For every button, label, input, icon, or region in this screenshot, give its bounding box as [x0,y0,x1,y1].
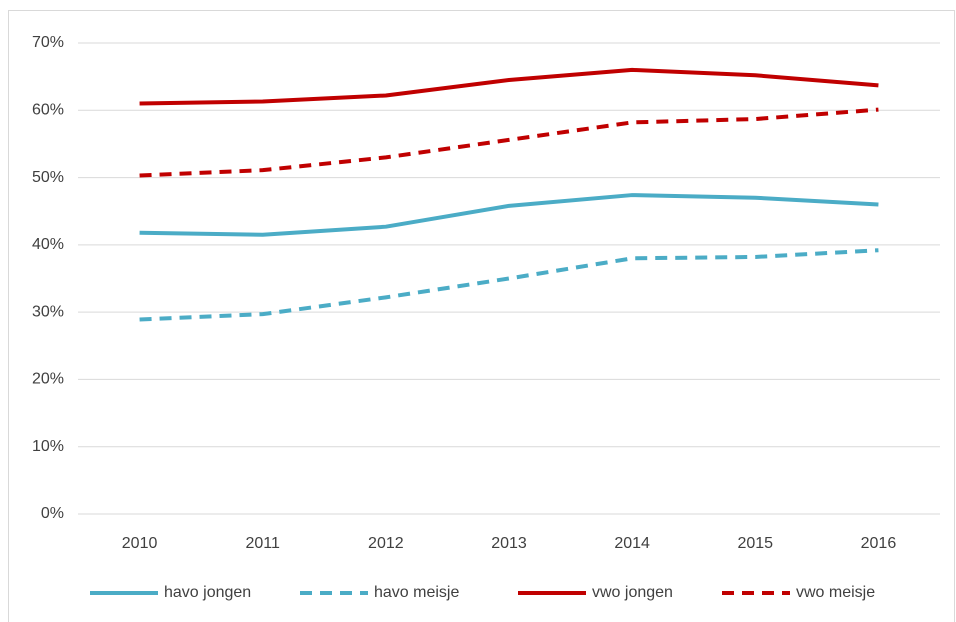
series-line [139,107,879,178]
x-tick-label: 2010 [122,535,158,552]
legend-label: vwo meisje [796,584,875,601]
legend-label: havo meisje [374,584,459,601]
series-line [139,193,879,237]
x-tick-label: 2016 [861,535,897,552]
series-line [139,248,879,322]
x-tick-label: 2015 [737,535,773,552]
y-tick-label: 40% [32,236,64,253]
y-tick-label: 60% [32,102,64,119]
x-tick-label: 2012 [368,535,404,552]
x-tick-label: 2013 [491,535,527,552]
y-tick-label: 0% [41,505,64,522]
series-line [139,67,879,106]
y-tick-label: 10% [32,438,64,455]
legend-label: havo jongen [164,584,251,601]
legend-label: vwo jongen [592,584,673,601]
x-tick-label: 2011 [246,535,281,552]
chart-frame [8,10,955,622]
y-tick-label: 20% [32,371,64,388]
y-tick-label: 70% [32,34,64,51]
y-tick-label: 50% [32,169,64,186]
x-tick-label: 2014 [614,535,650,552]
y-tick-label: 30% [32,303,64,320]
